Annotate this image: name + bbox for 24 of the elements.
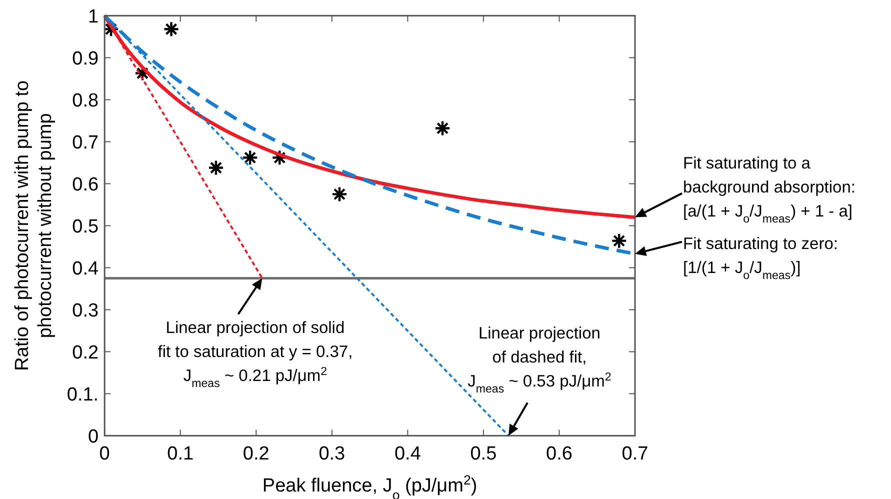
x-tick-label: 0.4 bbox=[394, 444, 422, 465]
x-tick-label: 0.6 bbox=[546, 444, 572, 465]
y-axis-title: Ratio of photocurrent with pump to photocurrent without pump bbox=[12, 80, 56, 371]
y-tick-label: 0.4 bbox=[72, 258, 100, 280]
x-tick-label: 0.3 bbox=[318, 444, 346, 465]
y-tick-label: 1 bbox=[88, 6, 99, 28]
y-tick-label: 0.1. bbox=[66, 384, 99, 406]
y-tick-label: 0.6 bbox=[72, 174, 99, 196]
annotation: Linear projection of dashed fit, J$_{meas}$ ~ 0.53 pJ/μm$^{2}$ bbox=[468, 324, 612, 396]
annotation: Linear projection of solid fit to saturation at y = 0.37, J$_{meas}$ ~ 0.21 pJ/μm$^{2}$ bbox=[158, 319, 353, 390]
y-tick-label: 0.9 bbox=[72, 48, 99, 70]
y-tick-label: 0.5 bbox=[72, 216, 99, 238]
y-tick-label: 0 bbox=[88, 426, 99, 448]
annotation: Fit saturating to zero: [1/(1 + J$_{o}$/J$_{meas}$)] bbox=[683, 234, 838, 282]
annotation: Fit saturating to a background absorption: [a/(1 + J$_{o}$/J$_{meas}$) + 1 - a] bbox=[683, 154, 856, 226]
x-tick-label: 0.1 bbox=[167, 444, 194, 465]
x-tick-label: 0.2 bbox=[242, 444, 270, 465]
y-tick-label: 0.7 bbox=[72, 132, 99, 154]
y-tick-label: 0.2 bbox=[72, 342, 99, 364]
y-tick-label: 0.8 bbox=[72, 90, 99, 112]
y-tick-label: 0.3 bbox=[72, 300, 99, 322]
x-tick-label: 0.5 bbox=[470, 444, 497, 465]
x-tick-label: 0.7 bbox=[622, 444, 648, 465]
x-axis-title: Peak fluence, J$_{o}$ (pJ/μm$^{2}$) bbox=[262, 472, 478, 499]
